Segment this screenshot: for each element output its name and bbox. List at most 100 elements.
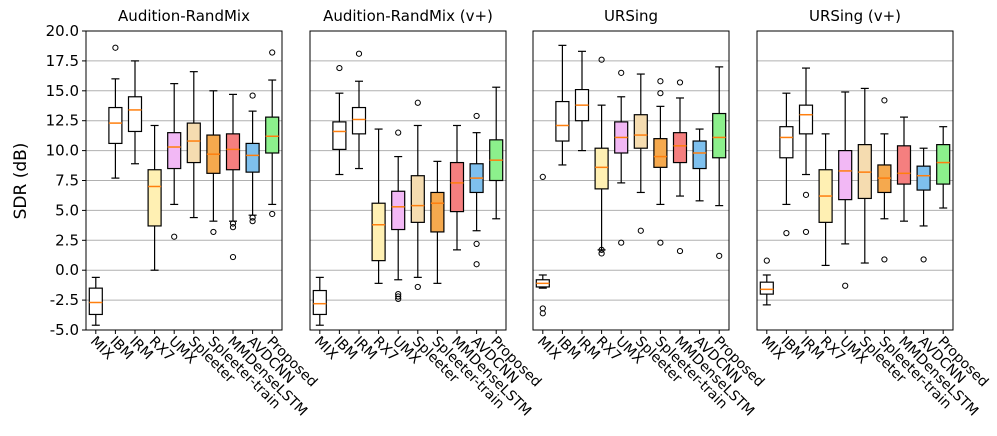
box-body (225, 133, 241, 171)
box-body (371, 202, 386, 262)
outlier-point (657, 78, 664, 85)
outlier-point (716, 252, 723, 259)
box-ibm (779, 92, 794, 237)
box-rx7 (818, 133, 833, 267)
outlier-point (229, 224, 237, 231)
box-spleeter (857, 87, 872, 264)
box-mmdenselstm (896, 116, 912, 222)
box-body (108, 106, 123, 145)
box-body (245, 142, 260, 173)
box-rx7 (147, 124, 162, 271)
panel-title: URSing (604, 7, 658, 25)
box-body (265, 116, 280, 154)
box-body (332, 121, 347, 151)
box-spleeter (186, 71, 201, 219)
outlier-point (657, 90, 664, 97)
box-irm (798, 67, 814, 236)
box-body (692, 140, 707, 170)
box-body (410, 175, 425, 223)
box-avdcnn (245, 92, 260, 225)
box-mix (312, 276, 327, 326)
box-rx7 (594, 56, 609, 257)
box-avdcnn (916, 147, 931, 263)
y-tick-label: 5.0 (55, 201, 79, 219)
box-body (936, 144, 951, 185)
panel-frame (309, 30, 507, 331)
panel-title: URSing (v+) (809, 7, 901, 25)
y-tick-label: 15.0 (46, 82, 79, 100)
outlier-point (802, 191, 810, 198)
y-tick-label: -2.5 (50, 291, 79, 309)
y-tick-label: -5.0 (50, 321, 79, 339)
box-body (759, 281, 774, 295)
outlier-point (414, 99, 421, 106)
panel-frame (756, 30, 954, 331)
panel-2: Audition-RandMix (v+)MIXIBMIRMRX7UMXSple… (309, 7, 544, 420)
box-body (127, 96, 143, 133)
box-umx (167, 83, 182, 240)
box-body (896, 145, 912, 185)
outlier-point (881, 97, 888, 104)
outlier-point (539, 310, 546, 317)
outlier-point (763, 257, 770, 264)
box-body (838, 150, 853, 201)
outlier-point (676, 79, 684, 86)
y-tick-label: 12.5 (46, 112, 79, 130)
box-spleeter (633, 73, 648, 234)
outlier-point (802, 228, 810, 236)
panel-1: Audition-RandMixMIXIBMIRMRX7UMXSpleeterS… (46, 7, 321, 420)
box-rx7 (371, 128, 386, 284)
box-body (449, 161, 465, 213)
box-body (712, 112, 727, 159)
outlier-point (637, 227, 644, 234)
box-mix (88, 276, 103, 326)
panel-3: URSingMIXIBMIRMRX7UMXSpleeterSpleeter-tr… (532, 7, 767, 420)
y-tick-label: 17.5 (46, 52, 79, 70)
outlier-point (414, 283, 421, 291)
box-proposed (489, 86, 504, 220)
outlier-point (618, 239, 625, 246)
box-proposed (265, 49, 280, 218)
outlier-point (395, 129, 402, 136)
outlier-point (229, 220, 237, 227)
outlier-point (598, 246, 605, 253)
y-tick-label: 7.5 (55, 172, 79, 190)
box-avdcnn (469, 112, 484, 268)
panel-frame (532, 30, 730, 331)
box-body (147, 169, 162, 227)
box-spleeter (410, 99, 425, 291)
outlier-point (112, 44, 119, 51)
outlier-point (657, 239, 664, 246)
panel-title: Audition-RandMix (118, 7, 250, 25)
y-axis-label: SDR (dB) (11, 143, 31, 220)
box-body (672, 132, 688, 164)
box-body (779, 126, 794, 159)
outlier-point (171, 233, 178, 240)
box-ibm (555, 44, 570, 166)
box-irm (574, 50, 590, 152)
box-body (351, 106, 367, 135)
box-irm (351, 50, 367, 170)
box-umx (391, 129, 406, 303)
outlier-point (473, 240, 480, 247)
box-body (555, 100, 570, 142)
outlier-point (473, 261, 480, 268)
box-body (312, 289, 327, 316)
outlier-point (598, 250, 605, 257)
outlier-point (598, 56, 605, 63)
box-umx (614, 69, 629, 246)
outlier-point (920, 256, 927, 263)
box-body (653, 138, 668, 168)
outlier-point (249, 218, 256, 225)
y-tick-label: 20.0 (46, 22, 79, 40)
box-spleeter-train (206, 90, 221, 236)
outlier-point (473, 112, 480, 120)
y-tick-label: 10.0 (46, 142, 79, 160)
y-tick-label: 0.0 (55, 261, 79, 279)
outlier-point (249, 214, 256, 221)
box-body (798, 104, 814, 135)
outlier-point (210, 228, 217, 236)
outlier-point (355, 50, 363, 57)
box-irm (127, 60, 143, 165)
